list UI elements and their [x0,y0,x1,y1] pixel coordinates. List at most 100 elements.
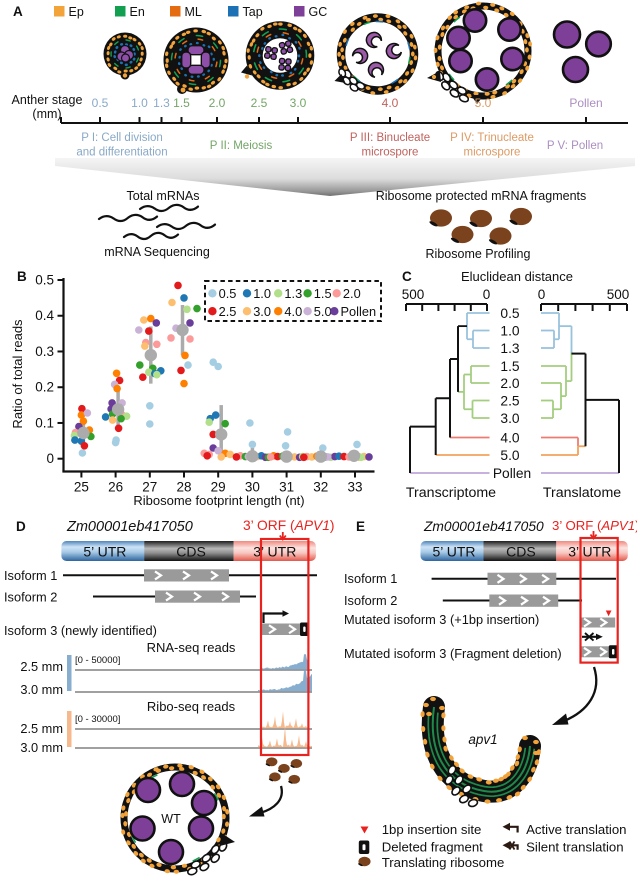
svg-text:2.0: 2.0 [500,376,520,391]
svg-text:5’ UTR: 5’ UTR [83,544,126,560]
svg-text:P III: Binucleate: P III: Binucleate [350,132,430,144]
svg-text:Active translation: Active translation [526,822,626,837]
svg-text:Eluclidean distance: Eluclidean distance [461,269,573,284]
svg-text:2.5 mm: 2.5 mm [20,659,63,674]
svg-text:GC: GC [309,5,328,19]
svg-text:26: 26 [108,480,123,495]
svg-text:2.0: 2.0 [343,286,361,301]
svg-text:Translatome: Translatome [543,485,621,501]
svg-text:5.0: 5.0 [314,304,332,319]
svg-text:0: 0 [46,451,54,466]
svg-text:Translating ribosome: Translating ribosome [382,855,505,870]
svg-text:Pollen: Pollen [569,96,602,110]
svg-text:0.5: 0.5 [92,96,109,110]
svg-text:0: 0 [483,287,491,302]
svg-text:4.0: 4.0 [382,96,399,110]
svg-text:0.5: 0.5 [35,273,54,288]
svg-text:1.5: 1.5 [173,96,190,110]
svg-text:and differentiation: and differentiation [76,147,167,159]
svg-text:apv1: apv1 [468,732,497,747]
svg-text:1bp insertion site: 1bp insertion site [382,822,482,837]
svg-text:3’ UTR: 3’ UTR [568,544,611,560]
svg-text:3.0: 3.0 [290,96,307,110]
svg-text:P II: Meiosis: P II: Meiosis [210,140,273,152]
svg-text:0.5: 0.5 [500,306,520,321]
svg-text:Total mRNAs: Total mRNAs [127,189,200,203]
svg-text:4.0: 4.0 [500,430,520,445]
svg-text:0.2: 0.2 [35,380,54,395]
svg-text:microspore: microspore [362,147,419,159]
svg-text:33: 33 [347,480,362,495]
svg-text:1.3: 1.3 [153,96,170,110]
svg-text:25: 25 [74,480,89,495]
svg-text:500: 500 [607,287,630,302]
svg-text:Transcriptome: Transcriptome [406,485,496,501]
svg-text:RNA-seq reads: RNA-seq reads [147,640,236,655]
svg-text:1.5: 1.5 [314,286,332,301]
svg-text:3.0: 3.0 [253,304,271,319]
svg-text:CDS: CDS [176,544,206,560]
svg-text:Isoform 2: Isoform 2 [4,590,57,605]
svg-text:Zm00001eb417050: Zm00001eb417050 [66,519,193,535]
svg-text:3.0 mm: 3.0 mm [20,682,63,697]
svg-text:32: 32 [313,480,328,495]
svg-text:3’ UTR: 3’ UTR [253,544,296,560]
svg-text:Pollen: Pollen [341,304,377,319]
svg-text:Isoform 3 (newly identified): Isoform 3 (newly identified) [4,623,157,638]
svg-text:2.5 mm: 2.5 mm [20,721,63,736]
svg-text:5.0: 5.0 [500,448,520,463]
svg-text:500: 500 [402,287,425,302]
svg-text:A: A [13,4,23,19]
svg-text:Deleted fragment: Deleted fragment [382,840,483,855]
svg-text:3.0: 3.0 [500,411,520,426]
svg-text:5’ UTR: 5’ UTR [432,544,475,560]
svg-text:1.0: 1.0 [500,323,520,338]
svg-text:0.5: 0.5 [219,286,237,301]
svg-text:ML: ML [185,5,202,19]
svg-text:Isoform 1: Isoform 1 [4,568,57,583]
svg-text:Anther stage: Anther stage [12,93,83,107]
svg-text:2.5: 2.5 [251,96,268,110]
svg-text:29: 29 [211,480,226,495]
svg-text:(mm): (mm) [32,107,61,121]
svg-text:[0 - 30000]: [0 - 30000] [75,714,120,725]
svg-text:1.0: 1.0 [131,96,148,110]
svg-text:4.0: 4.0 [284,304,302,319]
svg-text:0: 0 [538,287,546,302]
svg-text:5.0: 5.0 [475,96,492,110]
svg-text:WT: WT [161,812,181,826]
svg-text:Pollen: Pollen [493,466,531,481]
svg-text:E: E [356,519,365,534]
svg-text:P IV: Trinucleate: P IV: Trinucleate [450,132,534,144]
svg-text:0.4: 0.4 [35,308,54,323]
svg-text:3’ ORF (APV1): 3’ ORF (APV1) [243,518,335,533]
svg-text:P V: Pollen: P V: Pollen [547,140,603,152]
svg-text:1.3: 1.3 [284,286,302,301]
svg-text:P I: Cell division: P I: Cell division [81,132,163,144]
svg-text:Mutated isoform 3 (+1bp insert: Mutated isoform 3 (+1bp insertion) [344,612,539,627]
svg-text:Ribosome Profiling: Ribosome Profiling [426,247,531,261]
svg-text:CDS: CDS [506,544,536,560]
svg-text:Ribosome footprint length (nt): Ribosome footprint length (nt) [133,493,304,508]
svg-text:Ribo-seq reads: Ribo-seq reads [147,699,236,714]
svg-text:Ratio of total reads: Ratio of total reads [10,319,25,429]
svg-text:30: 30 [245,480,260,495]
svg-text:1.5: 1.5 [500,359,520,374]
svg-text:En: En [130,5,145,19]
svg-text:31: 31 [279,480,294,495]
svg-text:28: 28 [176,480,191,495]
svg-text:mRNA Sequencing: mRNA Sequencing [104,245,210,259]
svg-text:2.5: 2.5 [219,304,237,319]
svg-text:0.1: 0.1 [35,415,54,430]
svg-text:C: C [402,269,412,284]
svg-text:Isoform 1: Isoform 1 [344,571,397,586]
svg-text:Tap: Tap [243,5,263,19]
svg-text:0.3: 0.3 [35,344,54,359]
svg-text:Zm00001eb417050: Zm00001eb417050 [423,519,544,534]
svg-text:27: 27 [142,480,157,495]
svg-text:D: D [16,519,26,534]
svg-text:[0 - 50000]: [0 - 50000] [75,655,120,666]
svg-text:3’ ORF (APV1): 3’ ORF (APV1) [552,518,637,533]
svg-text:Ep: Ep [69,5,84,19]
svg-text:1.3: 1.3 [500,341,520,356]
